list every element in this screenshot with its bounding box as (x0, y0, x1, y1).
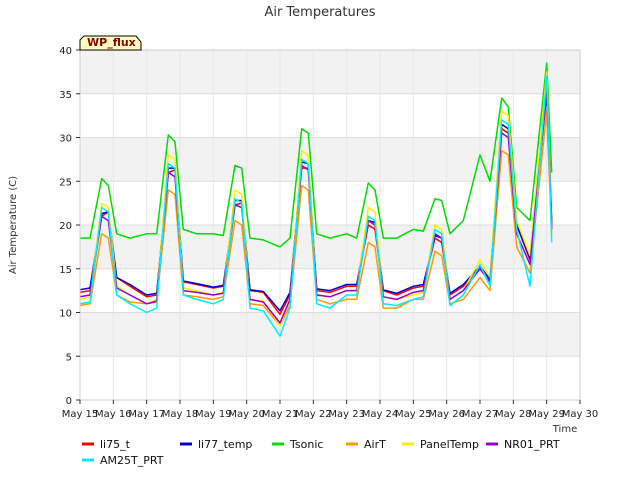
plot-background (80, 50, 580, 400)
legend-label-am25t-prt: AM25T_PRT (100, 454, 164, 467)
x-tick-label: May 16 (95, 409, 132, 420)
x-tick-label: May 24 (362, 409, 399, 420)
y-tick-label: 30 (59, 134, 72, 145)
legend-label-li75-t: li75_t (100, 438, 131, 451)
y-tick-label: 20 (59, 221, 72, 232)
x-tick-label: May 18 (162, 409, 199, 420)
x-tick-label: May 28 (495, 409, 532, 420)
y-tick-label: 35 (59, 90, 72, 101)
plot-band (80, 50, 580, 94)
plot-band (80, 225, 580, 269)
x-tick-label: May 27 (462, 409, 499, 420)
x-tick-label: May 20 (228, 409, 265, 420)
x-tick-label: May 15 (62, 409, 99, 420)
y-tick-label: 15 (59, 265, 72, 276)
x-tick-label: May 30 (562, 409, 599, 420)
y-tick-label: 0 (66, 396, 72, 407)
y-axis-label: Air Temperature (C) (8, 176, 19, 274)
legend-label-paneltemp: PanelTemp (420, 438, 479, 451)
legend-label-nr01-prt: NR01_PRT (504, 438, 560, 451)
legend: li75_t li77_temp Tsonic AirT PanelTemp NR01_P… (82, 438, 560, 467)
badge-box (79, 35, 142, 51)
y-tick-label: 10 (59, 309, 72, 320)
x-tick-label: May 23 (328, 409, 365, 420)
x-tick-label: May 22 (295, 409, 332, 420)
y-axis-ticks: 0 5 10 15 20 25 30 35 40 (59, 46, 80, 407)
legend-label-tsonic: Tsonic (289, 438, 323, 451)
x-axis-label: Time (552, 424, 577, 435)
x-tick-label: May 17 (128, 409, 165, 420)
legend-label-airt: AirT (364, 438, 386, 451)
chart-title: Air Temperatures (264, 5, 375, 20)
y-tick-label: 25 (59, 177, 72, 188)
y-tick-label: 40 (59, 46, 72, 57)
x-tick-label: May 25 (395, 409, 432, 420)
series-line-tsonic (80, 62, 553, 248)
x-tick-label: May 29 (528, 409, 565, 420)
plot-band (80, 137, 580, 182)
x-tick-label: May 21 (262, 409, 299, 420)
legend-label-li77-temp: li77_temp (198, 438, 252, 451)
plot-band (80, 181, 580, 225)
x-tick-label: May 19 (195, 409, 232, 420)
series-line-am25t-prt (79, 75, 553, 337)
wp-flux-badge: WP_flux (79, 35, 142, 51)
y-tick-label: 5 (66, 352, 72, 363)
plot-band (80, 312, 580, 357)
series-layer (79, 62, 553, 337)
badge-label: WP_flux (87, 36, 136, 49)
plot-band (80, 356, 580, 400)
x-tick-label: May 26 (428, 409, 465, 420)
